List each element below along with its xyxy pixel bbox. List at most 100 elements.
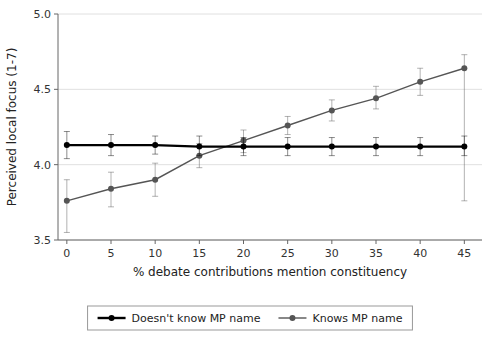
error-bar-cap [329, 155, 335, 156]
chart: 3.54.04.55.0051015202530354045% debate c… [0, 0, 500, 354]
error-bar [329, 100, 335, 121]
error-bar-stem [464, 55, 465, 201]
error-bar-cap [329, 99, 335, 100]
x-tick [111, 240, 112, 244]
error-bar [241, 138, 247, 156]
error-bar-cap [417, 95, 423, 96]
point [152, 177, 158, 183]
point [64, 142, 70, 148]
error-bar-cap [152, 196, 158, 197]
error-bar-cap [64, 179, 70, 180]
x-tick-label: 25 [281, 247, 295, 260]
error-bar-cap [373, 86, 379, 87]
legend: Doesn't know MP name Knows MP name [88, 306, 413, 330]
error-bar-cap [64, 232, 70, 233]
error-bar-cap [196, 167, 202, 168]
point [461, 65, 467, 71]
point [285, 122, 291, 128]
error-bar [64, 132, 70, 159]
x-tick-label: 20 [237, 247, 251, 260]
error-bar [417, 68, 423, 95]
x-tick [420, 240, 421, 244]
x-tick-label: 40 [413, 247, 427, 260]
error-bar [152, 136, 158, 154]
point [461, 144, 467, 150]
error-bar-cap [108, 206, 114, 207]
error-bar-cap [241, 155, 247, 156]
x-tick-label: 30 [325, 247, 339, 260]
error-bar [108, 172, 114, 207]
x-tick [464, 240, 465, 244]
error-bar-cap [241, 137, 247, 138]
error-bar-cap [152, 163, 158, 164]
series-line [67, 68, 465, 201]
legend-label: Knows MP name [312, 312, 402, 325]
legend-label: Doesn't know MP name [132, 312, 261, 325]
point [329, 107, 335, 113]
error-bar [373, 86, 379, 109]
x-tick-label: 35 [369, 247, 383, 260]
series-line [67, 145, 465, 147]
x-axis-line [58, 240, 482, 241]
error-bar-cap [152, 154, 158, 155]
y-axis-label: Perceived local focus (1-7) [5, 48, 19, 207]
legend-marker [109, 315, 115, 321]
point [241, 144, 247, 150]
point [329, 144, 335, 150]
error-bar-cap [461, 155, 467, 156]
error-bar [461, 136, 467, 156]
point [373, 144, 379, 150]
axes: 3.54.04.55.0051015202530354045 [34, 8, 483, 260]
error-bar-cap [329, 137, 335, 138]
error-bar-cap [461, 54, 467, 55]
point [108, 186, 114, 192]
point [417, 79, 423, 85]
x-tick-label: 15 [192, 247, 206, 260]
error-bar-cap [285, 116, 291, 117]
error-bar [196, 144, 202, 168]
y-tick-label: 5.0 [34, 8, 52, 21]
y-axis-line [58, 14, 59, 240]
error-bar-cap [373, 108, 379, 109]
error-bar-cap [64, 131, 70, 132]
legend-marker [289, 315, 295, 321]
point [152, 142, 158, 148]
error-bar [461, 55, 467, 201]
series [64, 132, 468, 159]
error-bar-cap [417, 68, 423, 69]
error-bar-cap [108, 134, 114, 135]
y-tick [54, 164, 58, 165]
point [373, 95, 379, 101]
error-bar-cap [108, 155, 114, 156]
y-tick [54, 14, 58, 15]
error-bar-cap [285, 134, 291, 135]
point [108, 142, 114, 148]
x-tick-label: 0 [63, 247, 70, 260]
y-tick-label: 3.5 [34, 234, 52, 247]
y-tick-label: 4.0 [34, 159, 52, 172]
error-bar [285, 138, 291, 156]
x-tick [66, 240, 67, 244]
grid-line [58, 164, 482, 165]
x-tick-label: 45 [457, 247, 471, 260]
data [64, 55, 468, 233]
x-tick [376, 240, 377, 244]
grid-line [58, 14, 482, 15]
point [417, 144, 423, 150]
error-bar-cap [152, 136, 158, 137]
error-bar [417, 138, 423, 156]
x-tick [243, 240, 244, 244]
x-tick [199, 240, 200, 244]
error-bar-cap [417, 155, 423, 156]
error-bar-cap [196, 155, 202, 156]
error-bar-cap [461, 136, 467, 137]
error-bar [152, 163, 158, 196]
y-grid [58, 14, 482, 240]
error-bar [64, 180, 70, 233]
error-bar-cap [461, 200, 467, 201]
error-bar-cap [64, 158, 70, 159]
error-bar-cap [373, 155, 379, 156]
point [196, 144, 202, 150]
error-bar [373, 138, 379, 156]
grid-line [58, 89, 482, 90]
